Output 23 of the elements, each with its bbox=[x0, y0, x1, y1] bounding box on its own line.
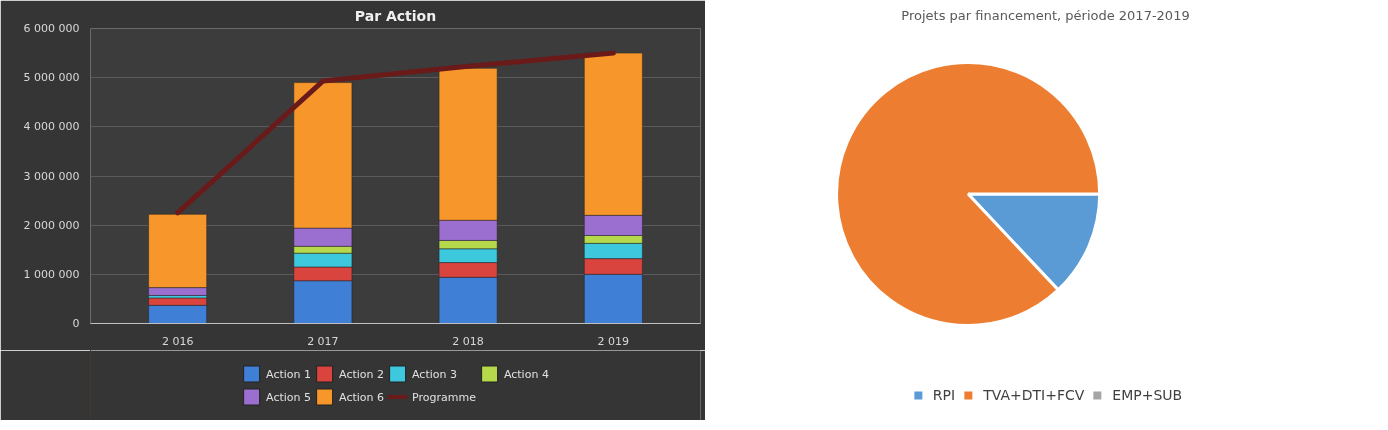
y-tick-label: 2 000 000 bbox=[23, 218, 80, 232]
y-tick-label: 3 000 000 bbox=[23, 169, 80, 183]
legend-label: TVA+DTI+FCV bbox=[983, 387, 1085, 403]
y-tick-label: 6 000 000 bbox=[23, 22, 80, 35]
y-tick-label: 5 000 000 bbox=[23, 71, 80, 85]
y-tick-label: 4 000 000 bbox=[23, 120, 80, 134]
legend-label: Action 3 bbox=[412, 367, 457, 380]
legend-label: Action 2 bbox=[339, 367, 385, 380]
legend-label: Action 4 bbox=[503, 367, 549, 380]
legend-label: Programme bbox=[412, 390, 476, 403]
y-tick-label: 1 000 000 bbox=[23, 267, 80, 281]
legend-label: Action 6 bbox=[339, 390, 385, 403]
x-tick-label: 2 018 bbox=[452, 334, 484, 348]
x-tick-label: 2 017 bbox=[307, 334, 339, 348]
chart-title: Projets par financement, période 2017-2019 bbox=[901, 7, 1190, 23]
chart-title: Par Action bbox=[354, 7, 437, 24]
y-tick-label: 0 bbox=[72, 317, 80, 330]
legend-label: Action 1 bbox=[266, 367, 312, 380]
legend-label: RPI bbox=[932, 387, 956, 403]
x-tick-label: 2 016 bbox=[161, 334, 194, 348]
x-tick-label: 2 019 bbox=[597, 334, 630, 348]
legend-label: Action 5 bbox=[266, 390, 312, 403]
legend-label: EMP+SUB bbox=[1112, 387, 1183, 403]
